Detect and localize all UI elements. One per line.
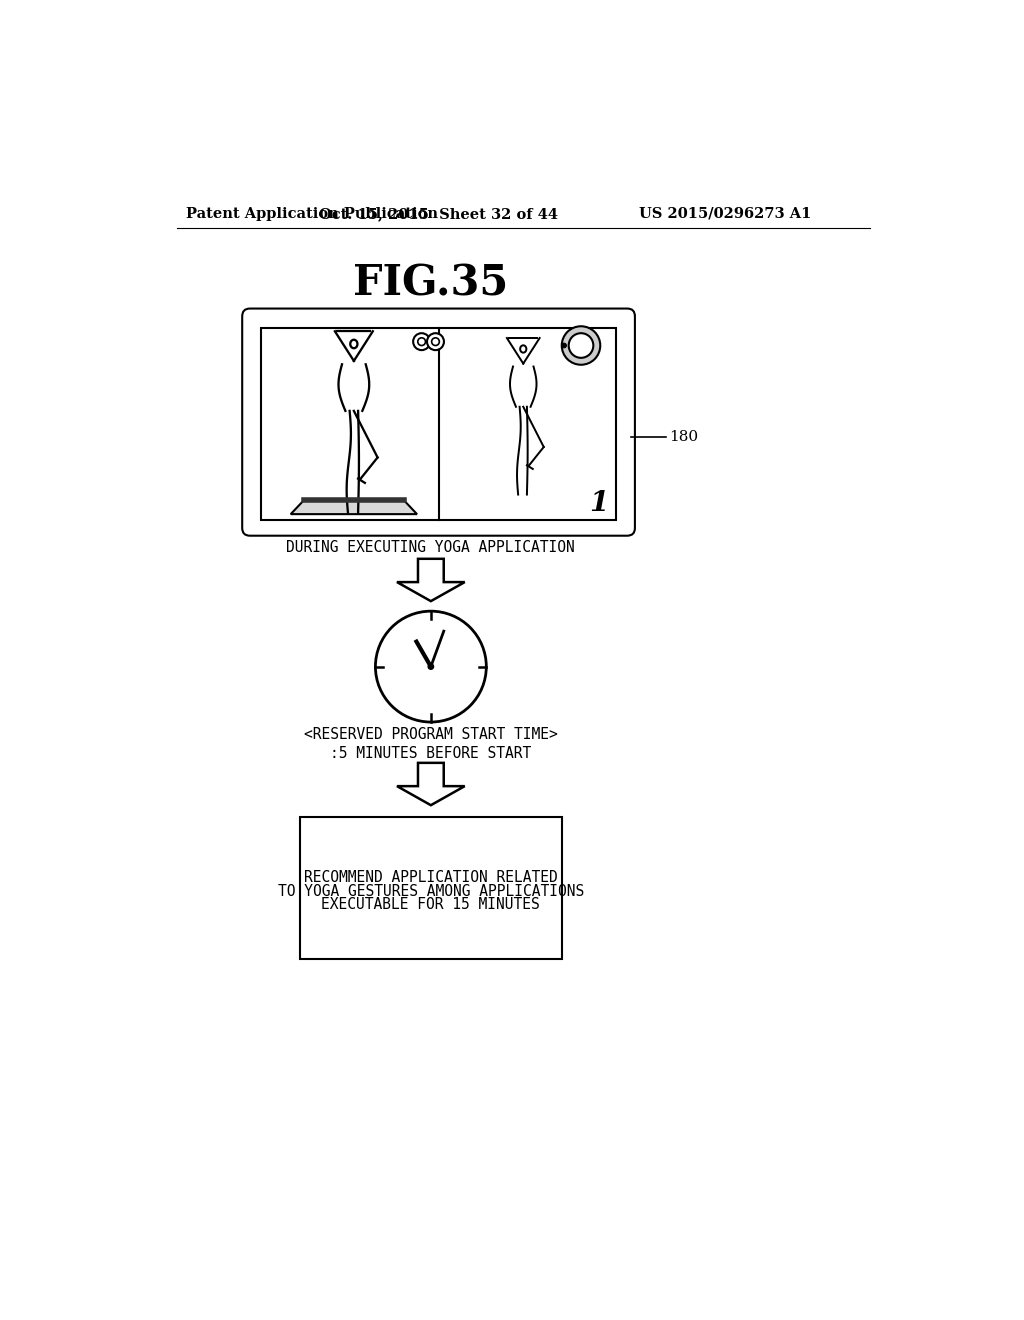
Circle shape <box>562 343 566 348</box>
Circle shape <box>432 338 439 346</box>
Text: :5 MINUTES BEFORE START: :5 MINUTES BEFORE START <box>330 746 531 762</box>
Circle shape <box>562 326 600 364</box>
Text: <RESERVED PROGRAM START TIME>: <RESERVED PROGRAM START TIME> <box>304 727 558 742</box>
Text: 180: 180 <box>670 430 698 444</box>
Circle shape <box>427 333 444 350</box>
Text: US 2015/0296273 A1: US 2015/0296273 A1 <box>639 207 811 220</box>
Circle shape <box>376 611 486 722</box>
Text: DURING EXECUTING YOGA APPLICATION: DURING EXECUTING YOGA APPLICATION <box>287 540 575 554</box>
Text: TO YOGA GESTURES AMONG APPLICATIONS: TO YOGA GESTURES AMONG APPLICATIONS <box>278 883 584 899</box>
Ellipse shape <box>520 346 526 352</box>
Text: FIG.35: FIG.35 <box>353 263 509 304</box>
Polygon shape <box>397 763 465 805</box>
Text: EXECUTABLE FOR 15 MINUTES: EXECUTABLE FOR 15 MINUTES <box>322 898 541 912</box>
Polygon shape <box>291 500 417 515</box>
Text: Oct. 15, 2015  Sheet 32 of 44: Oct. 15, 2015 Sheet 32 of 44 <box>319 207 558 220</box>
Polygon shape <box>397 558 465 601</box>
Circle shape <box>568 333 593 358</box>
Circle shape <box>413 333 430 350</box>
Text: Patent Application Publication: Patent Application Publication <box>186 207 438 220</box>
Circle shape <box>418 338 425 346</box>
Text: 1: 1 <box>589 490 608 517</box>
FancyBboxPatch shape <box>243 309 635 536</box>
Bar <box>300 817 562 960</box>
Ellipse shape <box>350 339 357 348</box>
Text: RECOMMEND APPLICATION RELATED: RECOMMEND APPLICATION RELATED <box>304 870 558 884</box>
Circle shape <box>428 664 433 669</box>
Bar <box>261 327 615 520</box>
